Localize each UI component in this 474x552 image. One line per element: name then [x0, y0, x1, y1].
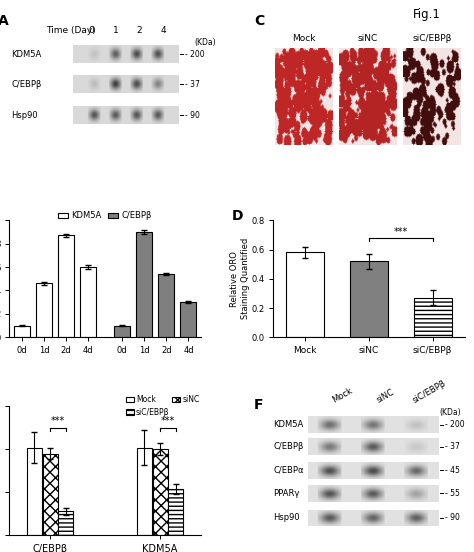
Text: KDM5A: KDM5A [11, 50, 42, 59]
Text: - 90: - 90 [446, 513, 460, 523]
Text: siNC: siNC [374, 388, 396, 405]
Bar [58, 511, 73, 535]
Text: C: C [254, 14, 264, 28]
Text: A: A [0, 14, 9, 28]
Bar [81, 267, 96, 337]
Text: 2: 2 [137, 26, 142, 35]
Bar [158, 274, 174, 337]
Bar [114, 326, 130, 337]
Bar [413, 298, 452, 337]
Text: ***: *** [394, 227, 408, 237]
Text: siC/EBPβ: siC/EBPβ [412, 34, 452, 43]
Text: 1: 1 [113, 26, 118, 35]
Text: siNC: siNC [358, 34, 378, 43]
Text: - 45: - 45 [446, 466, 460, 475]
Bar [137, 448, 152, 535]
Bar [168, 489, 183, 535]
Text: F: F [254, 399, 264, 412]
Text: C/EBPβ: C/EBPβ [273, 442, 304, 452]
Text: - 90: - 90 [185, 111, 200, 120]
Text: C/EBPα: C/EBPα [273, 466, 304, 475]
Text: Time (Day): Time (Day) [46, 26, 96, 35]
Text: - 55: - 55 [446, 489, 460, 498]
Legend: KDM5A, C/EBPβ: KDM5A, C/EBPβ [55, 208, 155, 224]
Bar [43, 454, 57, 535]
Text: D: D [231, 209, 243, 222]
Y-axis label: Relative ORO
Staining Quantified: Relative ORO Staining Quantified [230, 238, 250, 320]
Text: Fig.1: Fig.1 [412, 8, 440, 22]
Text: (KDa): (KDa) [194, 38, 216, 47]
Bar [27, 448, 42, 535]
Text: Hsp90: Hsp90 [11, 111, 38, 120]
Text: - 200: - 200 [446, 421, 465, 429]
Text: Hsp90: Hsp90 [273, 513, 300, 523]
Bar [153, 449, 168, 535]
Text: - 37: - 37 [446, 442, 460, 452]
Text: - 37: - 37 [185, 79, 200, 89]
Text: - 200: - 200 [185, 50, 205, 59]
Bar [286, 252, 324, 337]
Bar [36, 283, 52, 337]
Bar [181, 302, 196, 337]
Text: Mock: Mock [331, 386, 354, 405]
Legend: Mock, siC/EBPβ, siNC: Mock, siC/EBPβ, siNC [123, 392, 202, 420]
Bar [136, 232, 152, 337]
Text: 4: 4 [161, 26, 166, 35]
Text: C/EBPβ: C/EBPβ [11, 79, 42, 89]
Text: Mock: Mock [292, 34, 316, 43]
Text: siC/EBPβ: siC/EBPβ [411, 379, 447, 405]
Bar [350, 261, 388, 337]
Bar [58, 236, 74, 337]
Text: 0: 0 [89, 26, 95, 35]
Text: ***: *** [161, 416, 175, 426]
Bar [14, 326, 30, 337]
Text: (KDa): (KDa) [439, 408, 461, 417]
Text: PPARγ: PPARγ [273, 489, 300, 498]
Text: KDM5A: KDM5A [273, 421, 303, 429]
Text: ***: *** [51, 416, 65, 426]
